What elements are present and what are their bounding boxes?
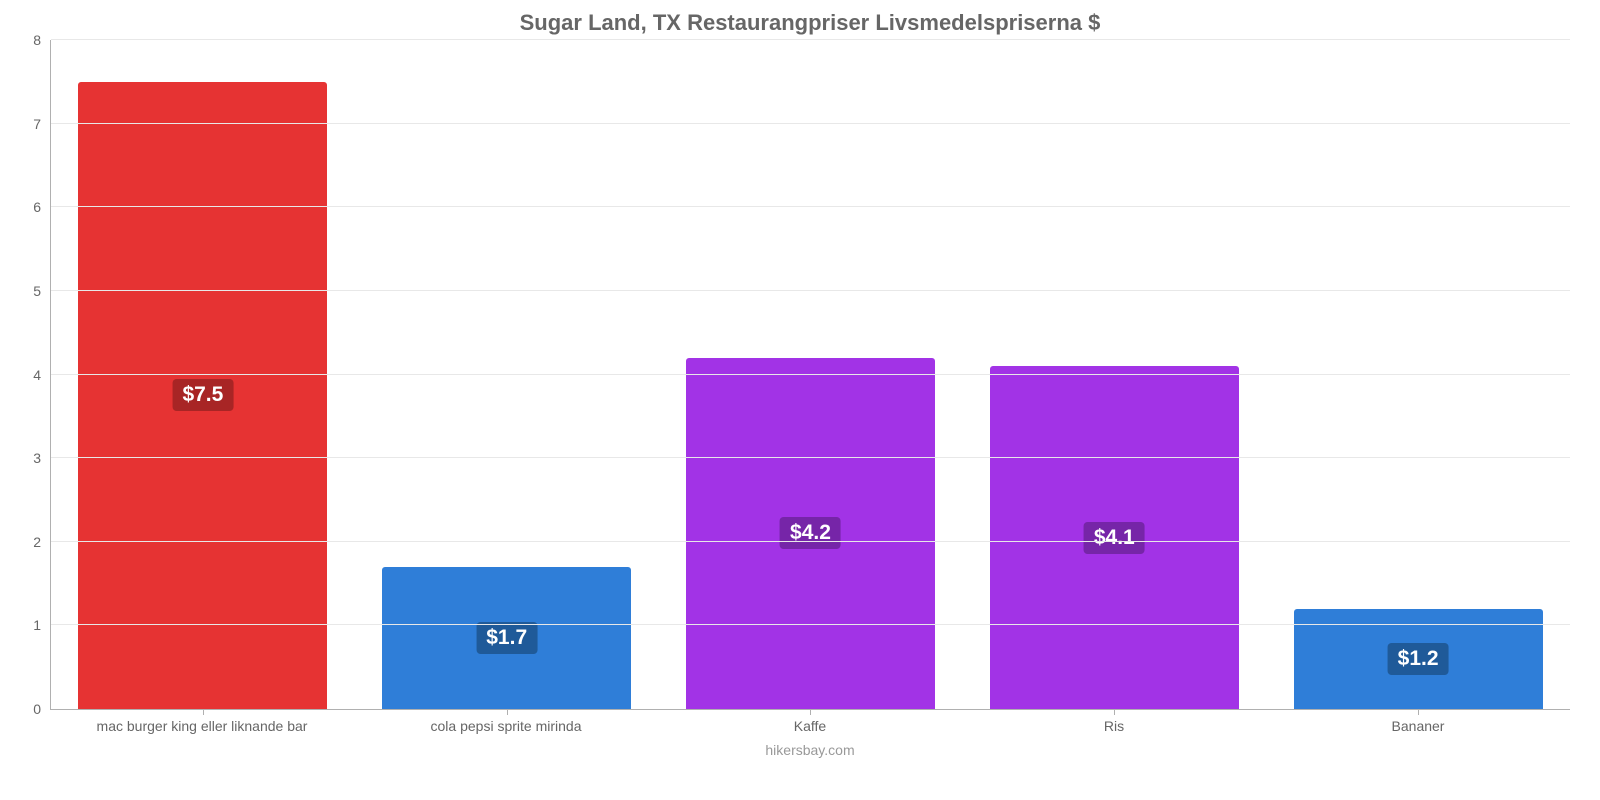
x-tick <box>1418 709 1419 715</box>
x-axis-label: mac burger king eller liknande bar <box>50 718 354 734</box>
plot-area: $7.5$1.7$4.2$4.1$1.2 012345678 <box>50 40 1570 710</box>
bar-value-label: $4.1 <box>1084 522 1145 554</box>
bar-slot: $1.7 <box>355 40 659 709</box>
bar-value-label: $4.2 <box>780 517 841 549</box>
bar-chart: Sugar Land, TX Restaurangpriser Livsmede… <box>0 0 1600 800</box>
x-tick <box>203 709 204 715</box>
bar: $1.7 <box>382 567 631 709</box>
gridline <box>51 374 1570 375</box>
bar-value-label: $1.2 <box>1388 643 1449 675</box>
y-tick-label: 8 <box>33 32 51 48</box>
gridline <box>51 123 1570 124</box>
y-tick-label: 5 <box>33 283 51 299</box>
x-axis-labels: mac burger king eller liknande barcola p… <box>50 718 1570 734</box>
x-axis-label: Bananer <box>1266 718 1570 734</box>
y-tick-label: 6 <box>33 199 51 215</box>
bar: $4.1 <box>990 366 1239 709</box>
bar-slot: $7.5 <box>51 40 355 709</box>
y-tick-label: 3 <box>33 450 51 466</box>
gridline <box>51 457 1570 458</box>
gridline <box>51 39 1570 40</box>
bar: $4.2 <box>686 358 935 709</box>
bar-slot: $4.1 <box>962 40 1266 709</box>
bar-value-label: $7.5 <box>172 379 233 411</box>
gridline <box>51 624 1570 625</box>
bars-container: $7.5 $1.7 $4.2 $4.1 $1.2 <box>51 40 1570 709</box>
y-tick-label: 1 <box>33 617 51 633</box>
y-tick-label: 0 <box>33 701 51 717</box>
x-axis-label: Ris <box>962 718 1266 734</box>
chart-title: Sugar Land, TX Restaurangpriser Livsmede… <box>50 10 1570 36</box>
bar-value-label: $1.7 <box>476 622 537 654</box>
bar-slot: $4.2 <box>659 40 963 709</box>
y-tick-label: 4 <box>33 367 51 383</box>
x-tick <box>1114 709 1115 715</box>
gridline <box>51 206 1570 207</box>
y-tick-label: 7 <box>33 116 51 132</box>
x-tick <box>810 709 811 715</box>
x-tick <box>507 709 508 715</box>
x-axis-label: cola pepsi sprite mirinda <box>354 718 658 734</box>
gridline <box>51 541 1570 542</box>
gridline <box>51 290 1570 291</box>
y-tick-label: 2 <box>33 534 51 550</box>
bar: $7.5 <box>78 82 327 709</box>
x-axis-label: Kaffe <box>658 718 962 734</box>
bar-slot: $1.2 <box>1266 40 1570 709</box>
attribution-text: hikersbay.com <box>50 742 1570 758</box>
